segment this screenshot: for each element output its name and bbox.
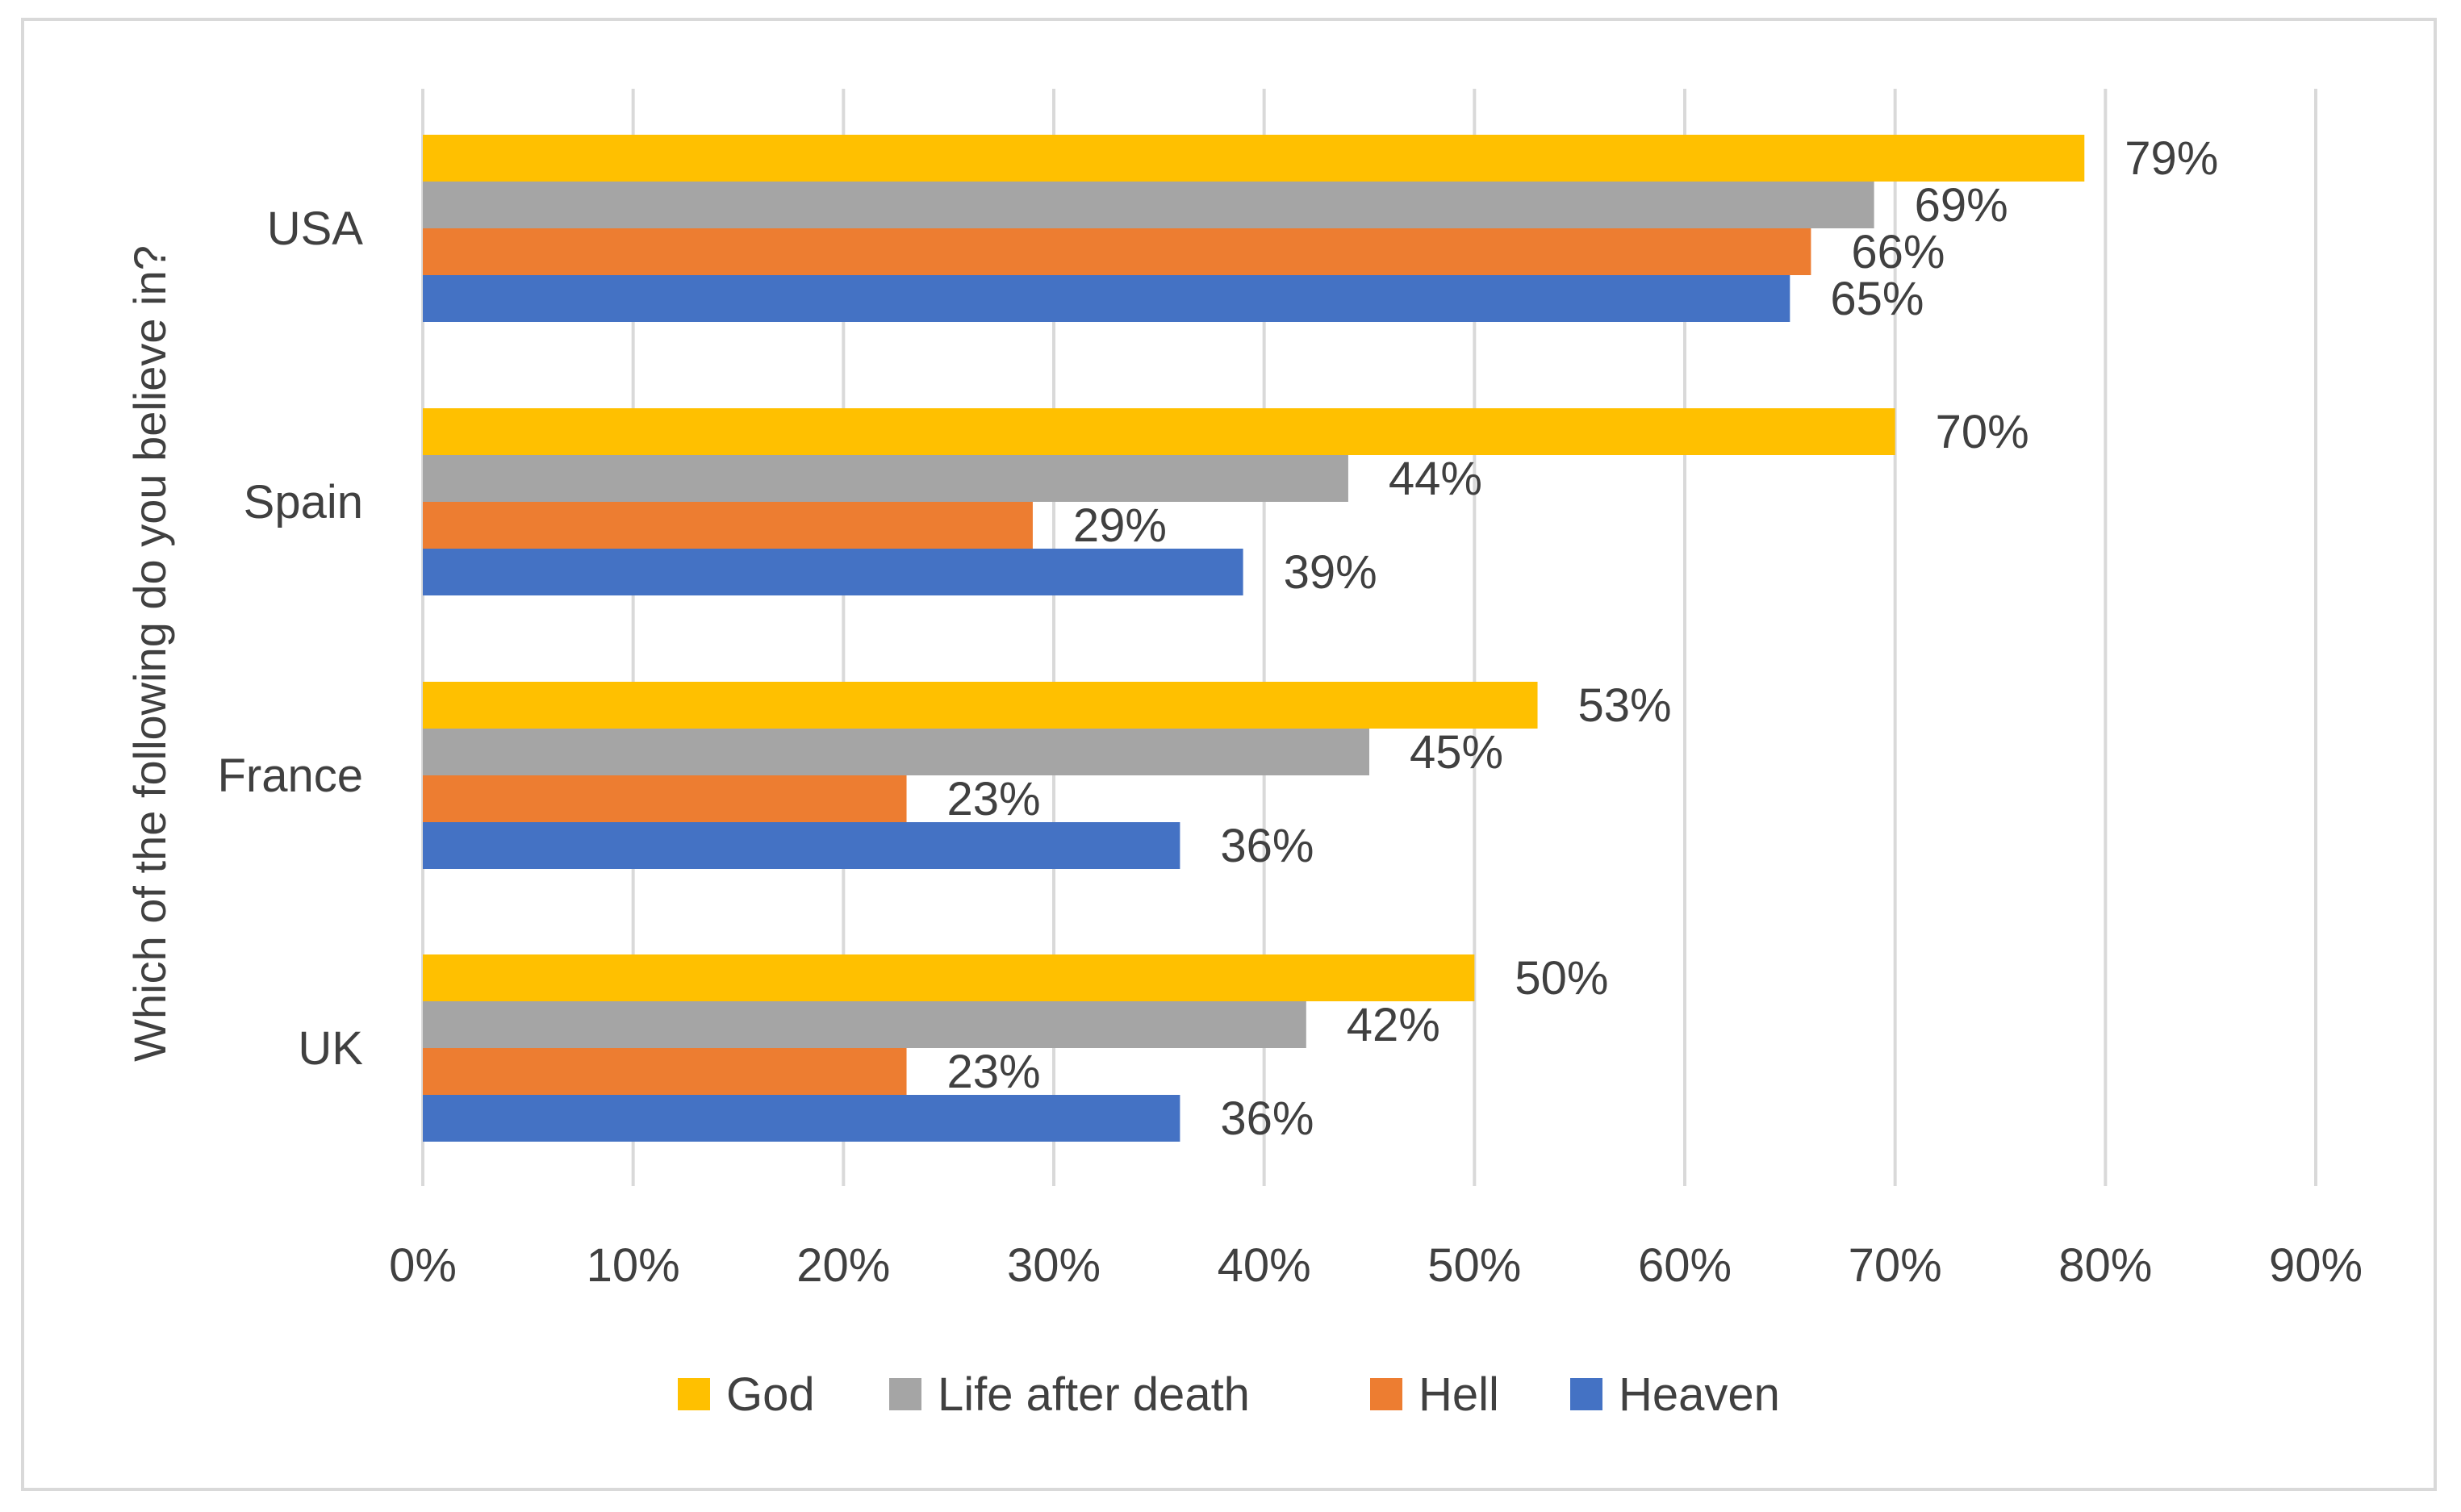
x-tick-label-60: 60% xyxy=(1638,1239,1732,1292)
legend-swatch-hell xyxy=(1370,1378,1402,1410)
category-label-uk: UK xyxy=(298,1022,363,1075)
x-tick-label-0: 0% xyxy=(389,1239,457,1292)
bar-spain-hell xyxy=(423,502,1033,549)
x-tick-label-50: 50% xyxy=(1427,1239,1521,1292)
x-tick-label-80: 80% xyxy=(2058,1239,2152,1292)
x-tick-labels: 0% 10% 20% 30% 40% 50% 60% 70% 80% 90% xyxy=(389,1239,2363,1292)
data-label-uk-life-after-death: 42% xyxy=(1347,999,1440,1051)
category-label-france: France xyxy=(217,750,363,802)
bar-france-heaven xyxy=(423,822,1180,869)
legend-label-god: God xyxy=(726,1368,815,1421)
x-tick-label-10: 10% xyxy=(587,1239,680,1292)
data-label-france-heaven: 36% xyxy=(1220,820,1314,872)
data-label-usa-hell: 66% xyxy=(1851,226,1945,278)
x-tick-label-90: 90% xyxy=(2269,1239,2363,1292)
data-label-uk-hell: 23% xyxy=(947,1046,1041,1098)
bar-spain-god xyxy=(423,408,1895,455)
legend-swatch-life-after-death xyxy=(889,1378,921,1410)
bar-france-hell xyxy=(423,775,907,822)
legend-label-heaven: Heaven xyxy=(1619,1368,1780,1421)
legend-label-hell: Hell xyxy=(1419,1368,1499,1421)
y-axis-title: Which of the following do you believe in… xyxy=(124,245,175,1062)
x-tick-label-40: 40% xyxy=(1218,1239,1311,1292)
data-label-uk-heaven: 36% xyxy=(1220,1092,1314,1145)
bar-spain-life-after-death xyxy=(423,455,1348,502)
legend-label-life-after-death: Life after death xyxy=(938,1368,1250,1421)
x-tick-label-20: 20% xyxy=(796,1239,890,1292)
bar-spain-heaven xyxy=(423,549,1243,595)
bar-usa-life-after-death xyxy=(423,182,1874,228)
data-label-france-hell: 23% xyxy=(947,773,1041,825)
x-tick-label-70: 70% xyxy=(1849,1239,1942,1292)
category-labels: USA Spain France UK xyxy=(217,203,363,1075)
bar-usa-heaven xyxy=(423,275,1790,322)
bar-usa-hell xyxy=(423,228,1811,275)
data-label-france-life-after-death: 45% xyxy=(1410,726,1503,779)
data-label-spain-hell: 29% xyxy=(1073,499,1167,552)
data-labels: 79% 69%66%65% 70% 44% 29% 39% 53% 45% 23% 36% 50% 4… xyxy=(947,132,2219,1145)
bar-uk-hell xyxy=(423,1048,907,1095)
x-tick-label-30: 30% xyxy=(1007,1239,1101,1292)
data-label-usa-life-after-death: 69% xyxy=(1915,179,2008,232)
data-label-uk-god: 50% xyxy=(1515,952,1608,1005)
legend-swatch-god xyxy=(678,1378,710,1410)
legend: God Life after death Hell Heaven xyxy=(678,1368,1780,1421)
category-label-usa: USA xyxy=(267,203,364,255)
data-label-france-god: 53% xyxy=(1578,679,1672,732)
bar-france-life-after-death xyxy=(423,729,1369,775)
data-label-usa-heaven: 65% xyxy=(1830,273,1924,325)
bar-usa-god xyxy=(423,135,2085,182)
bar-uk-god xyxy=(423,954,1475,1001)
data-label-spain-god: 70% xyxy=(1936,406,2029,458)
bar-uk-life-after-death xyxy=(423,1001,1306,1048)
data-label-spain-life-after-death: 44% xyxy=(1389,453,1482,505)
data-label-spain-heaven: 39% xyxy=(1284,546,1377,599)
bar-france-god xyxy=(423,682,1538,729)
data-label-usa-god: 79% xyxy=(2125,132,2218,185)
bar-uk-heaven xyxy=(423,1095,1180,1142)
legend-swatch-heaven xyxy=(1570,1378,1602,1410)
bars xyxy=(423,135,2085,1142)
category-label-spain: Spain xyxy=(244,476,363,528)
